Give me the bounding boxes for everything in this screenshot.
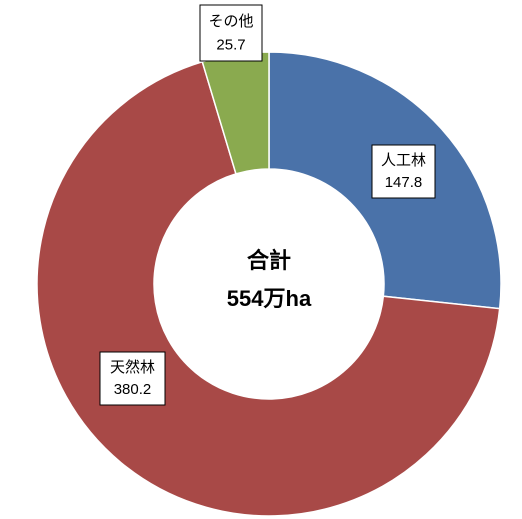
label-value: 380.2 (114, 381, 152, 398)
label-value: 25.7 (216, 36, 245, 53)
label-box (99, 351, 166, 406)
label-box (371, 144, 436, 199)
label-box (199, 4, 263, 62)
label-name: その他 (208, 13, 253, 30)
label-name: 天然林 (110, 359, 155, 376)
label-value: 147.8 (385, 174, 423, 191)
center-title: 合計 (247, 248, 291, 273)
label-name: 人工林 (381, 152, 426, 169)
center-total: 554万ha (227, 286, 312, 311)
